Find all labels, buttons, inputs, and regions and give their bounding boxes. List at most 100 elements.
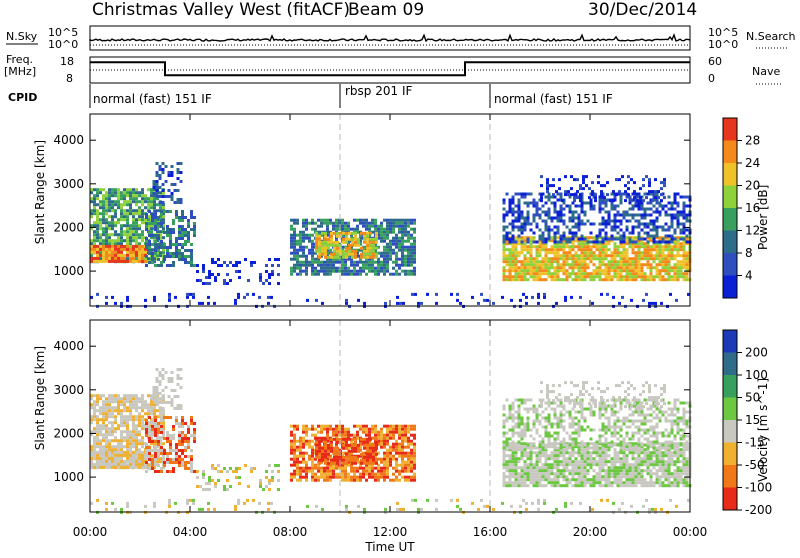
power-cell [190,213,193,216]
power-cell [602,251,605,254]
velocity-cell [166,461,169,464]
power-cell [315,250,318,253]
power-cell [117,254,120,257]
power-cell [524,269,527,272]
power-cell [190,228,193,231]
power-cell [147,197,150,200]
power-cell [348,232,351,235]
power-cell [178,255,181,258]
power-cell [350,261,353,264]
velocity-cell [335,473,338,476]
power-cell [320,267,323,270]
power-cell [317,219,320,222]
power-cell [641,272,644,275]
velocity-cell [108,427,111,430]
power-cell [160,225,163,228]
power-cell [102,254,105,257]
power-cell [290,243,293,246]
power-cell [208,282,211,285]
velocity-cell [178,434,181,437]
power-cell [626,260,629,263]
power-cell [151,219,154,222]
power-cell [356,225,359,228]
power-cell [509,205,512,208]
power-cell [141,236,144,239]
power-cell [105,197,108,200]
power-cell [548,257,551,260]
velocity-cell [389,449,392,452]
power-cell [129,209,132,212]
power-cell [311,246,314,249]
velocity-cell [380,443,383,446]
velocity-cell [398,470,401,473]
power-cell [594,196,597,199]
power-cell [132,215,135,218]
power-cell [651,199,654,202]
power-cell [618,190,621,193]
power-cell [671,241,674,244]
power-cell [96,209,99,212]
velocity-cell [293,449,296,452]
velocity-cell [506,463,509,466]
power-cell [644,254,647,257]
velocity-cell [356,434,359,437]
velocity-cell [102,433,105,436]
power-cell [674,254,677,257]
velocity-cell [315,450,318,453]
velocity-cell [99,412,102,415]
power-cell [132,233,135,236]
velocity-cell [111,394,114,397]
power-cell [302,246,305,249]
power-cell [123,200,126,203]
power-cell [108,188,111,191]
power-cell [566,272,569,275]
velocity-cell [105,436,108,439]
power-cell [141,218,144,221]
power-cell [351,238,354,241]
velocity-cell [407,443,410,446]
power-cell [193,231,196,234]
power-cell [537,302,540,305]
velocity-cell [162,389,165,392]
power-cell [93,221,96,224]
power-cell [593,272,596,275]
velocity-cell [99,430,102,433]
velocity-cell [108,457,111,460]
power-cell [551,229,554,232]
velocity-cell [114,421,117,424]
velocity-cell [120,430,123,433]
velocity-cell [398,437,401,440]
velocity-cell [353,467,356,470]
power-cell [623,245,626,248]
power-cell [290,258,293,261]
velocity-cell [117,451,120,454]
power-cell [635,214,638,217]
velocity-cell [126,454,129,457]
power-cell [638,223,641,226]
power-cell [120,245,123,248]
power-cell [305,273,308,276]
velocity-cell [305,440,308,443]
power-cell [521,211,524,214]
power-cell [555,190,558,193]
power-cell [199,279,202,282]
power-cell [527,211,530,214]
velocity-cell [177,374,180,377]
power-cell [151,243,154,246]
velocity-cell [374,434,377,437]
power-cell [608,269,611,272]
power-cell [410,270,413,273]
power-cell [238,270,241,273]
power-cell [96,260,99,263]
velocity-cell [401,449,404,452]
velocity-cell [407,446,410,449]
power-cell [145,243,148,246]
power-cell [512,208,515,211]
power-cell [135,227,138,230]
power-cell [369,250,372,253]
velocity-cell [311,440,314,443]
velocity-cell [168,395,171,398]
power-cell [198,302,201,305]
power-cell [99,191,102,194]
power-cell [178,231,181,234]
